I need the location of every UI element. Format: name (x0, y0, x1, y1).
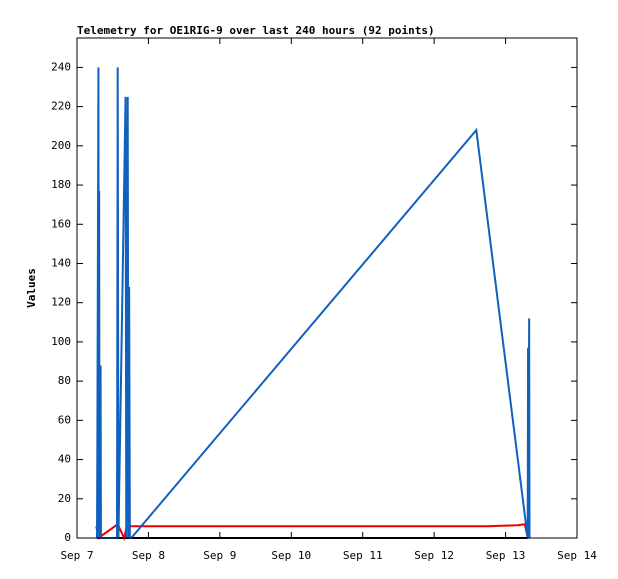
x-tick-label: Sep 7 (60, 549, 93, 562)
chart-title: Telemetry for OE1RIG-9 over last 240 hou… (77, 24, 435, 37)
y-tick-label: 140 (51, 256, 71, 269)
y-tick-label: 240 (51, 60, 71, 73)
x-tick-label: Sep 11 (343, 549, 383, 562)
x-tick-label: Sep 8 (132, 549, 165, 562)
y-tick-label: 220 (51, 100, 71, 113)
x-tick-label: Sep 13 (486, 549, 526, 562)
x-tick-label: Sep 14 (557, 549, 597, 562)
y-tick-label: 160 (51, 217, 71, 230)
y-tick-label: 180 (51, 178, 71, 191)
y-axis-label: Values (25, 268, 38, 308)
y-tick-label: 120 (51, 296, 71, 309)
x-tick-label: Sep 12 (414, 549, 454, 562)
y-tick-label: 200 (51, 139, 71, 152)
y-tick-label: 100 (51, 335, 71, 348)
y-tick-label: 40 (58, 453, 71, 466)
y-tick-label: 60 (58, 413, 71, 426)
y-tick-label: 20 (58, 492, 71, 505)
x-tick-label: Sep 9 (203, 549, 236, 562)
x-tick-label: Sep 10 (271, 549, 311, 562)
y-tick-label: 0 (64, 531, 71, 544)
y-tick-label: 80 (58, 374, 71, 387)
plot-frame (76, 37, 578, 539)
